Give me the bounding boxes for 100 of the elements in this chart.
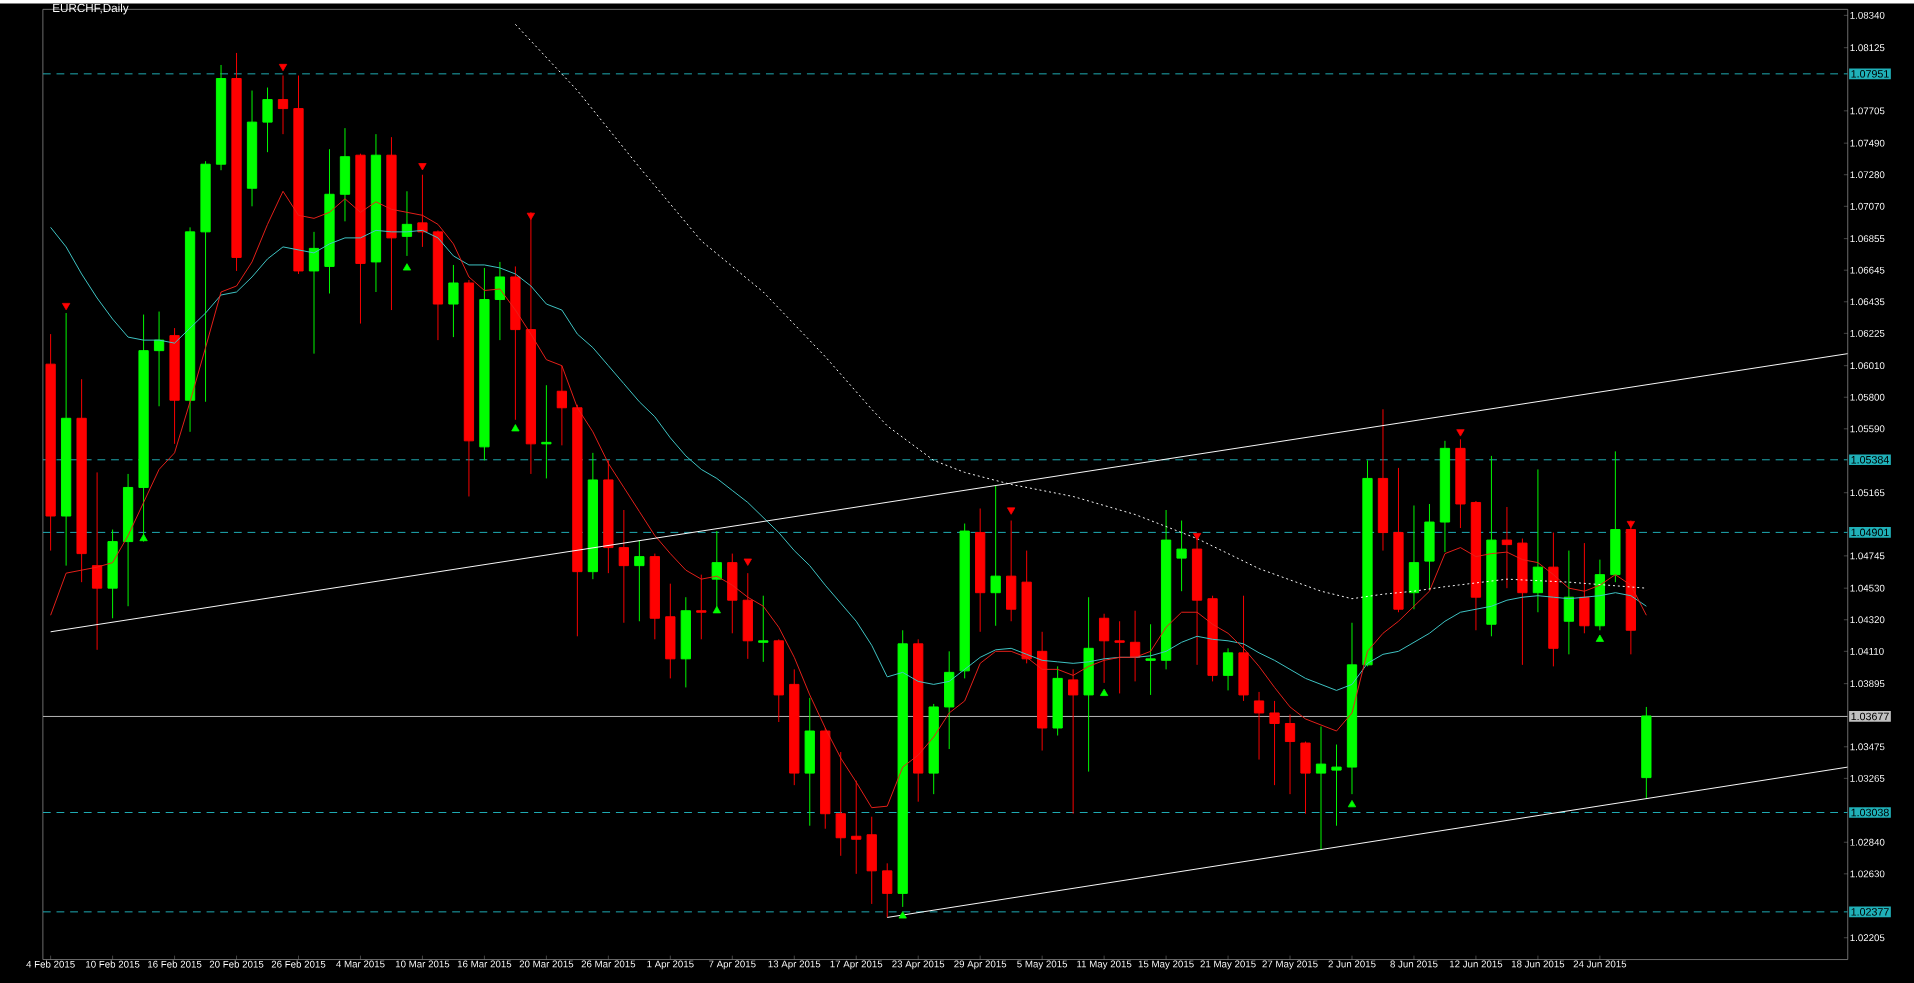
point [418, 163, 427, 171]
x-tick-label: 20 Feb 2015 [209, 960, 264, 968]
candlestick [696, 574, 707, 640]
x-tick-label: 18 Jun 2015 [1511, 960, 1565, 968]
x-tick-label: 1 Apr 2015 [647, 960, 694, 970]
candlestick [556, 365, 568, 446]
point [1347, 800, 1357, 808]
y-tick-label: 1.04745 [1850, 552, 1885, 560]
candlestick [990, 485, 1001, 627]
x-tick-label: 8 Jun 2015 [1390, 960, 1438, 968]
candlestick [1315, 726, 1327, 851]
x-tick-label: 2 Jun 2015 [1328, 960, 1376, 968]
y-tick-label: 1.06225 [1850, 329, 1885, 337]
x-tick-label: 27 May 2015 [1262, 960, 1318, 970]
x-tick-label: 24 Jun 2015 [1573, 960, 1627, 968]
y-tick-label: 1.03265 [1850, 774, 1885, 782]
point [139, 533, 148, 542]
point [1626, 521, 1635, 529]
candlestick [277, 75, 289, 135]
point [62, 303, 71, 311]
y-tick-label: 1.07705 [1850, 107, 1885, 115]
candlestick [1284, 714, 1296, 795]
y-tick-label: 1.08125 [1850, 44, 1885, 52]
candlestick [1176, 520, 1187, 592]
y-tick-label: 1.07490 [1850, 139, 1885, 147]
point [1007, 507, 1016, 515]
candlestick [1501, 506, 1513, 589]
ref-line-label: 1.02377 [1851, 908, 1889, 916]
candlestick [634, 539, 645, 622]
candlestick [417, 174, 428, 248]
point [278, 63, 288, 72]
x-tick-label: 21 May 2015 [1200, 960, 1256, 970]
candlestick [262, 87, 273, 153]
point [526, 212, 535, 221]
candlestick [618, 509, 629, 624]
point [402, 263, 412, 271]
x-tick-label: 4 Mar 2015 [336, 960, 385, 968]
x-tick-label: 13 Apr 2015 [768, 960, 821, 970]
candlestick [1145, 623, 1156, 696]
x-tick-label: 17 Apr 2015 [830, 960, 883, 970]
candlestick [882, 862, 893, 918]
y-tick-label: 1.05590 [1850, 425, 1885, 433]
y-tick-label: 1.07070 [1850, 202, 1885, 210]
candlestick [494, 261, 506, 341]
x-tick-label: 11 May 2015 [1077, 960, 1132, 970]
ref-line-label: 1.04901 [1851, 528, 1889, 537]
point [1192, 533, 1202, 541]
x-tick-label: 16 Mar 2015 [457, 960, 512, 968]
x-tick-label: 4 Feb 2015 [26, 960, 75, 968]
x-tick-label: 26 Mar 2015 [581, 960, 636, 968]
y-tick-label: 1.02205 [1850, 934, 1885, 942]
x-tick-label: 29 Apr 2015 [954, 960, 1007, 970]
x-tick-label: 26 Feb 2015 [271, 960, 326, 968]
x-tick-label: 5 May 2015 [1017, 960, 1068, 970]
y-tick-label: 1.03895 [1850, 680, 1885, 688]
candlestick [1269, 700, 1280, 786]
x-tick-label: 20 Mar 2015 [519, 960, 574, 968]
candlestick [1098, 613, 1110, 684]
y-tick-label: 1.04110 [1850, 647, 1884, 655]
x-tick-label: 10 Feb 2015 [86, 960, 140, 968]
candlestick [1068, 668, 1079, 815]
candlestick [1222, 647, 1234, 691]
point [743, 558, 752, 566]
y-tick-label: 1.04530 [1850, 584, 1885, 592]
y-tick-label: 1.05800 [1850, 393, 1885, 401]
y-tick-label: 1.06010 [1850, 362, 1885, 370]
x-tick-label: 10 Mar 2015 [395, 960, 450, 968]
y-tick-label: 1.06645 [1850, 266, 1885, 274]
point [1100, 688, 1109, 696]
y-tick-label: 1.04320 [1850, 616, 1885, 624]
point [1456, 429, 1465, 437]
point [712, 606, 721, 614]
chart-title: EURCHF,Daily [53, 3, 129, 15]
y-tick-label: 1.08340 [1850, 11, 1885, 19]
ref-line-label: 1.03677 [1851, 712, 1889, 721]
candlestick [541, 384, 552, 479]
x-tick-label: 23 Apr 2015 [892, 960, 945, 970]
x-tick-label: 12 Jun 2015 [1449, 960, 1503, 968]
x-tick-label: 16 Feb 2015 [148, 960, 202, 968]
ref-line-label: 1.05384 [1851, 456, 1889, 464]
candlestick [1114, 620, 1125, 694]
point [1595, 634, 1604, 642]
x-tick-label: 7 Apr 2015 [709, 960, 756, 970]
candlestick [1253, 691, 1265, 761]
point [898, 911, 907, 919]
point [511, 424, 520, 432]
y-tick-label: 1.06855 [1850, 235, 1885, 243]
candlestick [1331, 744, 1342, 827]
candlestick [758, 595, 769, 663]
y-tick-label: 1.02840 [1850, 838, 1885, 846]
x-tick-label: 15 May 2015 [1138, 960, 1194, 970]
ref-line-label: 1.07951 [1851, 70, 1889, 78]
candlestick [308, 231, 320, 355]
candlestick [91, 471, 103, 651]
y-tick-label: 1.02630 [1850, 870, 1885, 878]
y-tick-label: 1.05165 [1850, 489, 1885, 497]
ref-line-label: 1.03038 [1851, 808, 1889, 817]
y-tick-label: 1.07280 [1850, 171, 1885, 179]
y-tick-label: 1.06435 [1850, 298, 1885, 306]
candlestick [448, 264, 459, 338]
